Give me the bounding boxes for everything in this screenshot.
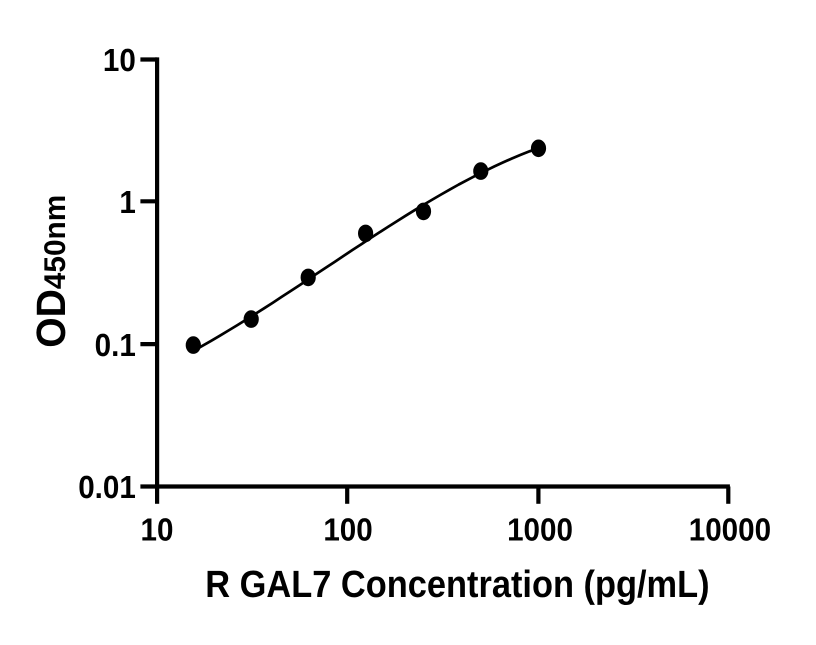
svg-text:R GAL7 Concentration (pg/mL): R GAL7 Concentration (pg/mL) xyxy=(205,564,709,606)
svg-text:OD: OD xyxy=(28,289,74,348)
svg-text:100: 100 xyxy=(323,511,372,547)
svg-text:10000: 10000 xyxy=(689,511,771,547)
svg-text:10: 10 xyxy=(141,511,174,547)
svg-text:1: 1 xyxy=(119,184,135,220)
svg-text:0.01: 0.01 xyxy=(78,469,136,505)
svg-text:10: 10 xyxy=(103,42,136,78)
svg-text:450nm: 450nm xyxy=(39,195,72,290)
svg-text:0.1: 0.1 xyxy=(95,327,136,363)
svg-text:1000: 1000 xyxy=(507,511,573,547)
